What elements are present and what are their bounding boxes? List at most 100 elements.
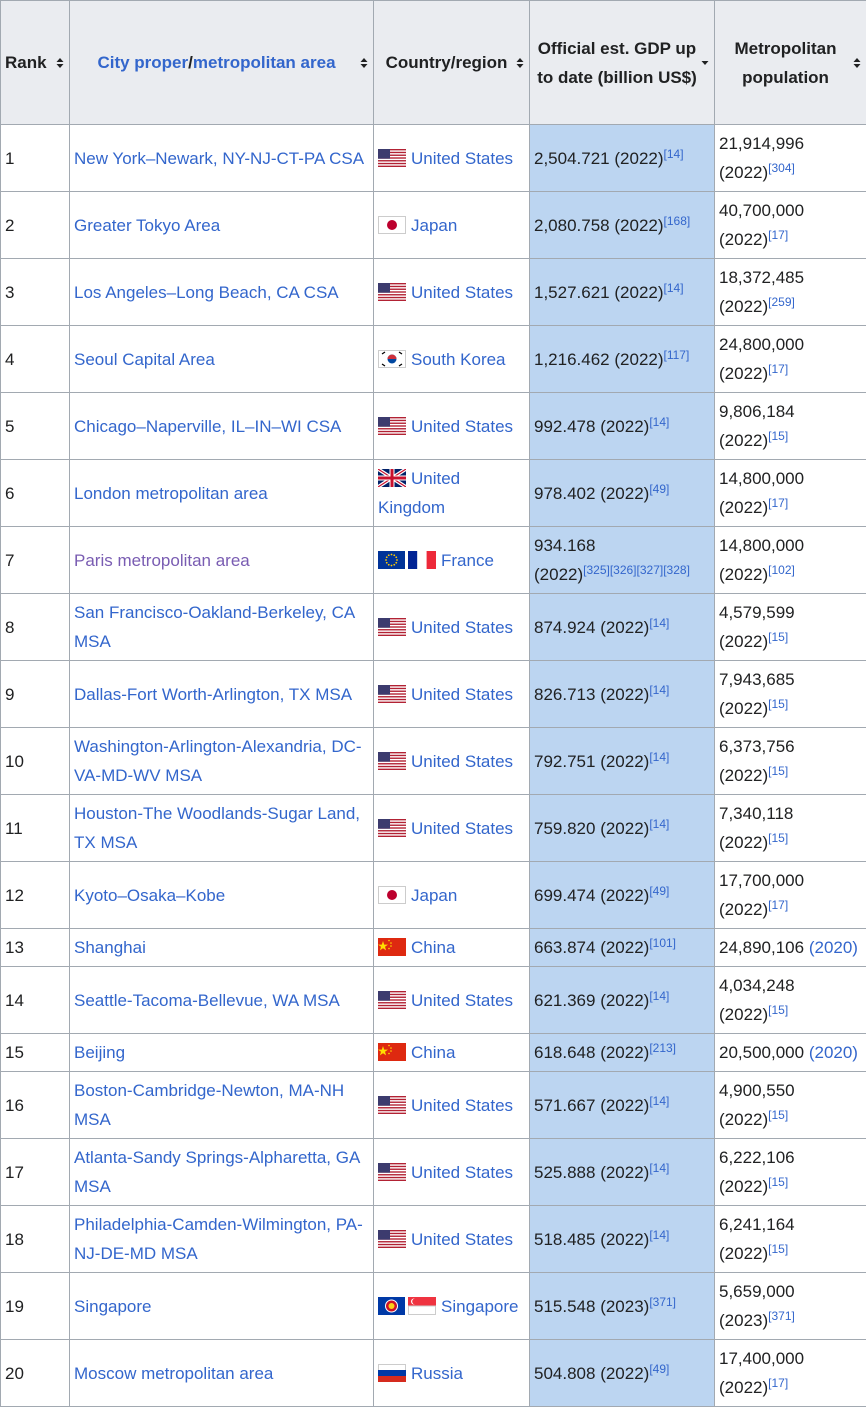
country-link[interactable]: United States	[411, 618, 513, 637]
reference[interactable]: [14]	[649, 616, 669, 630]
reference[interactable]: [15]	[768, 1242, 788, 1256]
reference[interactable]: [14]	[649, 989, 669, 1003]
reference[interactable]: [14]	[664, 281, 684, 295]
reference[interactable]: [14]	[649, 415, 669, 429]
country-link[interactable]: United States	[411, 1230, 513, 1249]
city-link[interactable]: Greater Tokyo Area	[74, 216, 220, 235]
reference[interactable]: [14]	[649, 1094, 669, 1108]
country-link[interactable]: Singapore	[441, 1297, 519, 1316]
reference[interactable]: [304]	[768, 161, 795, 175]
reference[interactable]: [17]	[768, 496, 788, 510]
country-link[interactable]: United States	[411, 1163, 513, 1182]
city-link[interactable]: Los Angeles–Long Beach, CA CSA	[74, 283, 339, 302]
city-link[interactable]: Atlanta-Sandy Springs-Alpharetta, GA MSA	[74, 1148, 359, 1196]
reference[interactable]: [15]	[768, 764, 788, 778]
country-link[interactable]: United States	[411, 417, 513, 436]
population-value: 24,800,000	[719, 335, 804, 354]
reference[interactable]: [259]	[768, 295, 795, 309]
reference[interactable]: [15]	[768, 697, 788, 711]
city-link[interactable]: Shanghai	[74, 938, 146, 957]
city-link[interactable]: Singapore	[74, 1297, 152, 1316]
country-link[interactable]: United States	[411, 149, 513, 168]
city-cell: Beijing	[70, 1034, 374, 1072]
population-year-link[interactable]: (2020)	[809, 1043, 858, 1062]
country-cell: China	[374, 929, 530, 967]
flag-icon	[378, 216, 406, 234]
country-link[interactable]: United States	[411, 685, 513, 704]
rank-header[interactable]: Rank	[1, 1, 70, 125]
reference[interactable]: [15]	[768, 1108, 788, 1122]
reference[interactable]: [371]	[768, 1309, 795, 1323]
reference[interactable]: [213]	[649, 1041, 676, 1055]
country-header[interactable]: Country/region	[374, 1, 530, 125]
country-link[interactable]: United States	[411, 819, 513, 838]
gdp-header[interactable]: Official est. GDP up to date (billion US…	[530, 1, 715, 125]
rank-cell: 4	[1, 326, 70, 393]
reference[interactable]: [17]	[768, 228, 788, 242]
gdp-year: (2022)	[600, 618, 649, 637]
reference[interactable]: [15]	[768, 1003, 788, 1017]
reference[interactable]: [49]	[649, 884, 669, 898]
reference[interactable]: [17]	[768, 898, 788, 912]
city-link[interactable]: Seattle-Tacoma-Bellevue, WA MSA	[74, 991, 340, 1010]
city-link[interactable]: Boston-Cambridge-Newton, MA-NH MSA	[74, 1081, 344, 1129]
country-link[interactable]: South Korea	[411, 350, 506, 369]
reference[interactable]: [17]	[768, 362, 788, 376]
reference[interactable]: [325][326][327][328]	[583, 563, 690, 577]
city-link[interactable]: Paris metropolitan area	[74, 551, 250, 570]
city-link[interactable]: Seoul Capital Area	[74, 350, 215, 369]
city-link[interactable]: Kyoto–Osaka–Kobe	[74, 886, 225, 905]
reference[interactable]: [49]	[649, 1362, 669, 1376]
country-link[interactable]: United States	[411, 991, 513, 1010]
reference[interactable]: [371]	[649, 1295, 676, 1309]
city-link[interactable]: Chicago–Naperville, IL–IN–WI CSA	[74, 417, 341, 436]
city-link[interactable]: San Francisco-Oakland-Berkeley, CA MSA	[74, 603, 354, 651]
reference[interactable]: [15]	[768, 831, 788, 845]
country-link[interactable]: United States	[411, 752, 513, 771]
country-cell: United States	[374, 125, 530, 192]
gdp-year-group: (2022)[14]	[600, 618, 669, 637]
city-link[interactable]: Philadelphia-Camden-Wilmington, PA-NJ-DE…	[74, 1215, 363, 1263]
reference[interactable]: [14]	[649, 1161, 669, 1175]
city-header[interactable]: City proper/metropolitan area	[70, 1, 374, 125]
population-header[interactable]: Metropolitan population	[715, 1, 866, 125]
country-link[interactable]: Japan	[411, 886, 457, 905]
reference[interactable]: [101]	[649, 936, 676, 950]
city-link[interactable]: Dallas-Fort Worth-Arlington, TX MSA	[74, 685, 352, 704]
reference[interactable]: [14]	[649, 750, 669, 764]
country-link[interactable]: United States	[411, 1096, 513, 1115]
country-link[interactable]: United States	[411, 283, 513, 302]
reference[interactable]: [117]	[664, 348, 690, 362]
gdp-value: 826.713	[534, 685, 595, 704]
city-link[interactable]: Houston-The Woodlands-Sugar Land, TX MSA	[74, 804, 360, 852]
reference[interactable]: [14]	[664, 147, 684, 161]
reference[interactable]: [14]	[649, 1228, 669, 1242]
city-link[interactable]: Moscow metropolitan area	[74, 1364, 273, 1383]
city-link[interactable]: Washington-Arlington-Alexandria, DC-VA-M…	[74, 737, 362, 785]
country-link[interactable]: China	[411, 1043, 455, 1062]
country-link[interactable]: Japan	[411, 216, 457, 235]
header-link[interactable]: City proper	[97, 53, 188, 72]
reference[interactable]: [14]	[649, 683, 669, 697]
city-link[interactable]: New York–Newark, NY-NJ-CT-PA CSA	[74, 149, 364, 168]
reference[interactable]: [15]	[768, 630, 788, 644]
reference[interactable]: [17]	[768, 1376, 788, 1390]
gdp-year: (2022)	[600, 1163, 649, 1182]
city-link[interactable]: London metropolitan area	[74, 484, 268, 503]
country-link[interactable]: China	[411, 938, 455, 957]
header-link[interactable]: metropolitan area	[193, 53, 336, 72]
reference[interactable]: [49]	[649, 482, 669, 496]
country-link[interactable]: France	[441, 551, 494, 570]
country-link[interactable]: Russia	[411, 1364, 463, 1383]
reference[interactable]: [102]	[768, 563, 795, 577]
population-year: (2022)	[719, 565, 768, 584]
reference[interactable]: [15]	[768, 1175, 788, 1189]
city-link[interactable]: Beijing	[74, 1043, 125, 1062]
reference[interactable]: [15]	[768, 429, 788, 443]
population-year-link[interactable]: (2020)	[809, 938, 858, 957]
reference[interactable]: [168]	[664, 214, 691, 228]
reference[interactable]: [14]	[649, 817, 669, 831]
